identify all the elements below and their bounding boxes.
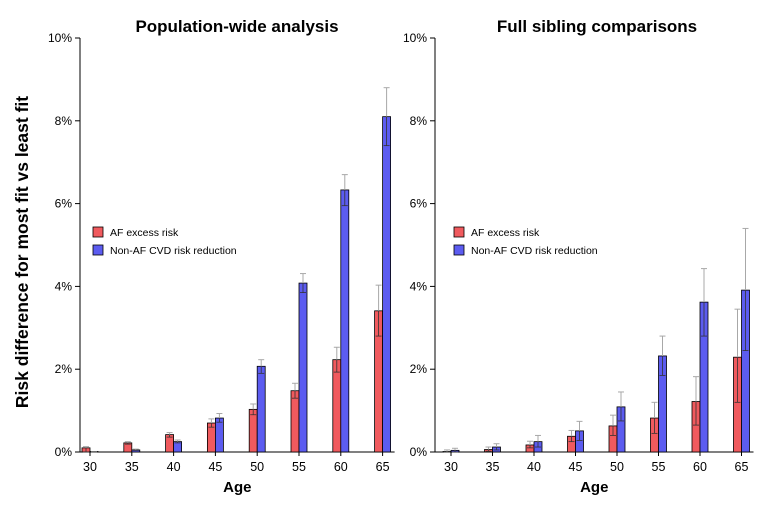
x-axis-label: Age [580,479,608,496]
legend-label-2: Non-AF CVD risk reduction [110,245,237,257]
legend-swatch-1 [92,226,104,238]
legend-label-1: AF excess risk [471,227,540,239]
x-axis-label: Age [223,479,251,496]
x-tick-label: 50 [250,460,264,474]
x-tick-label: 60 [693,460,707,474]
y-tick-label: 4% [410,279,428,293]
bar-non-af-cvd-50 [256,365,266,453]
x-tick-label: 55 [652,460,666,474]
chart-panel-1: Population-wide analysis 0% 2% 4% 6% 8% 10% 30 3… [48,17,395,496]
chart-title: Population-wide analysis [135,17,338,36]
x-tick-label: 30 [83,460,97,474]
x-tick-label: 45 [569,460,583,474]
y-tick-label: 6% [55,197,73,211]
bar-non-af-cvd-45 [214,417,224,453]
y-tick-label: 4% [55,279,73,293]
x-tick-label: 65 [735,460,749,474]
y-tick-label: 8% [55,114,73,128]
legend-label-1: AF excess risk [110,227,179,239]
y-axis-label: Risk difference for most fit vs least fi… [12,96,32,408]
chart-panel-2: Full sibling comparisons 0% 2% 4% 6% 8% 10% 30 3… [403,17,754,496]
x-tick-label: 60 [334,460,348,474]
x-tick-label: 40 [167,460,181,474]
x-tick-label: 55 [292,460,306,474]
chart-title: Full sibling comparisons [497,17,697,36]
y-tick-label: 0% [410,445,428,459]
chart-panels: Population-wide analysis 0% 2% 4% 6% 8% 10% 30 3… [48,17,754,496]
legend-swatch-1 [453,226,465,238]
y-tick-label: 6% [410,197,428,211]
y-tick-label: 2% [410,362,428,376]
bar-af-excess-55 [290,390,300,453]
bar-af-excess-50 [248,408,258,453]
bar-af-excess-60 [332,359,342,453]
x-tick-label: 30 [444,460,458,474]
x-tick-label: 40 [527,460,541,474]
y-tick-label: 0% [55,445,73,459]
x-tick-label: 35 [125,460,139,474]
x-tick-label: 65 [376,460,390,474]
legend-label-2: Non-AF CVD risk reduction [471,245,598,257]
bar-non-af-cvd-65 [382,116,392,453]
bar-non-af-cvd-55 [298,282,308,453]
legend-swatch-2 [92,244,104,256]
legend-swatch-2 [453,244,465,256]
y-tick-label: 2% [55,362,73,376]
y-tick-label: 10% [48,31,72,45]
y-tick-label: 10% [403,31,427,45]
bar-non-af-cvd-60 [340,189,350,453]
y-tick-label: 8% [410,114,428,128]
x-tick-label: 45 [208,460,222,474]
x-tick-label: 35 [486,460,500,474]
x-tick-label: 50 [610,460,624,474]
